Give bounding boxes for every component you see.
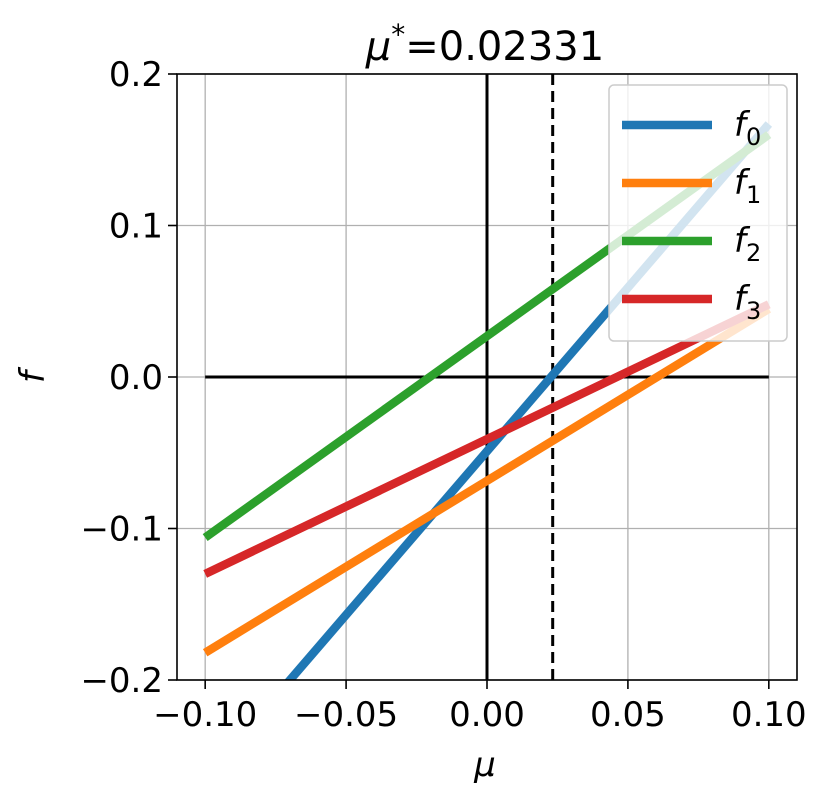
axis-ticks: −0.10 −0.05 0.00 0.05 0.10 −0.2 −0.1 0.0 0.1 0.2: [80, 55, 806, 735]
x-tick-label: −0.10: [153, 695, 257, 735]
chart-title: μ*=0.02331: [365, 18, 604, 70]
y-tick-label: −0.1: [80, 510, 163, 550]
y-tick-label: 0.1: [109, 207, 163, 247]
reference-lines: [205, 74, 769, 680]
x-tick-label: 0.10: [731, 695, 807, 735]
series-line-f3: [203, 300, 771, 578]
series-line-f1: [202, 305, 772, 657]
legend-box: [608, 84, 788, 342]
y-tick-label: 0.0: [109, 358, 163, 398]
x-tick-label: −0.05: [294, 695, 398, 735]
x-tick-label: 0.00: [449, 695, 525, 735]
y-axis-label: f: [13, 366, 53, 383]
y-tick-label: 0.2: [109, 55, 163, 95]
x-axis-label: μ: [473, 745, 496, 785]
legend-label-f0: f0: [734, 105, 761, 151]
y-tick-label: −0.2: [80, 661, 163, 701]
x-tick-label: 0.05: [590, 695, 666, 735]
